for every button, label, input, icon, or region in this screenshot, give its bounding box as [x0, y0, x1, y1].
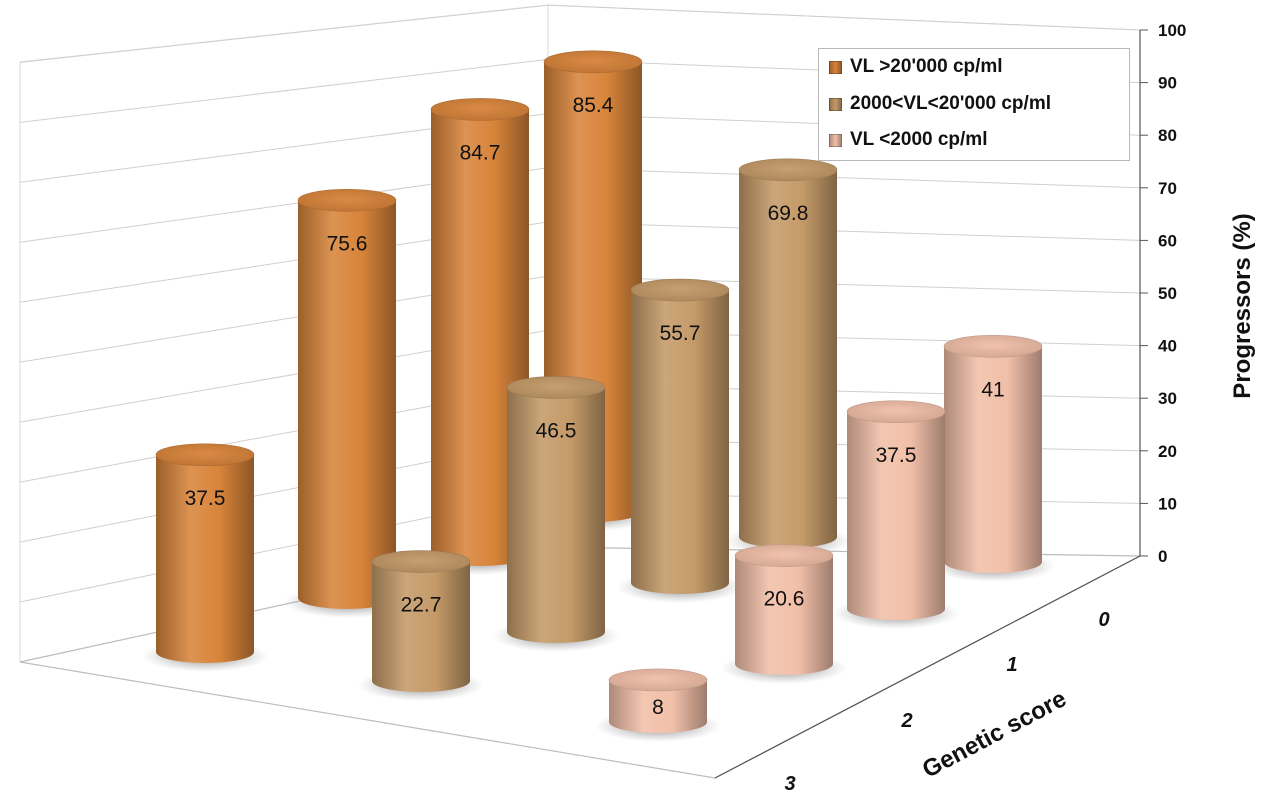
z-axis-label: Progressors (%) [1229, 213, 1256, 398]
bar-body [609, 679, 707, 733]
legend: VL >20'000 cp/ml 2000<VL<20'000 cp/ml VL… [818, 48, 1130, 161]
category-labels: 3 2 1 0 [784, 609, 1109, 795]
z-tick-label: 0 [1158, 547, 1167, 566]
bar-top [734, 544, 834, 567]
bar-cylinder: 46.5 [493, 376, 619, 652]
bar-body [631, 290, 729, 594]
bar-body [847, 411, 945, 620]
z-tick-label: 10 [1158, 494, 1177, 513]
bar-value-label: 37.5 [876, 444, 917, 467]
legend-swatch [829, 97, 842, 111]
bar-top [430, 98, 530, 121]
bar-top [608, 668, 708, 692]
bar-top [630, 278, 730, 302]
bar-value-label: 20.6 [764, 588, 805, 611]
bar-body [156, 454, 254, 663]
bar-cylinder: 8 [595, 668, 721, 742]
x-axis-label: Genetic score [918, 685, 1071, 783]
bar-top [506, 376, 606, 399]
z-tick-label: 60 [1158, 231, 1177, 250]
category-label: 3 [784, 773, 795, 795]
category-label: 0 [1098, 609, 1109, 631]
bar-top [155, 443, 255, 467]
z-tick-label: 90 [1158, 74, 1177, 93]
bar-top [543, 50, 643, 74]
bar-value-label: 22.7 [401, 594, 442, 617]
bar-top [943, 335, 1043, 358]
bar-body [735, 555, 833, 675]
legend-label: VL <2000 cp/ml [850, 129, 988, 150]
category-label: 2 [900, 710, 912, 732]
bar-cylinder: 37.5 [142, 443, 268, 672]
z-tick-label: 40 [1158, 337, 1177, 356]
bar-body [944, 346, 1042, 573]
legend-swatch [829, 60, 842, 74]
bar-cylinder: 20.6 [721, 544, 847, 684]
bar-value-label: 84.7 [460, 141, 501, 164]
bar-cylinder: 69.8 [725, 158, 851, 557]
legend-swatch [829, 133, 842, 147]
z-tick-label: 20 [1158, 442, 1177, 461]
bar-value-label: 85.4 [573, 94, 614, 117]
category-label: 1 [1006, 654, 1017, 676]
bar-top [371, 550, 471, 573]
bar-top [297, 189, 397, 212]
bars: 85.469.884.74155.775.637.546.537.520.622… [142, 50, 1056, 742]
z-axis-ticks: 0 10 20 30 40 50 60 70 80 90 100 [1140, 21, 1186, 566]
z-tick-label: 30 [1158, 389, 1177, 408]
legend-item-vl-mid: 2000<VL<20'000 cp/ml [829, 90, 1051, 118]
bar-cylinder: 41 [930, 335, 1056, 582]
bar-value-label: 37.5 [185, 487, 226, 510]
z-tick-label: 100 [1158, 21, 1186, 40]
bar-cylinder: 55.7 [617, 278, 743, 603]
bar-body [431, 109, 529, 566]
bar-value-label: 55.7 [660, 322, 701, 345]
bar-top [738, 158, 838, 182]
legend-label: VL >20'000 cp/ml [850, 56, 1003, 77]
bar-value-label: 46.5 [536, 419, 577, 442]
bar-cylinder: 22.7 [358, 550, 484, 701]
bar-value-label: 75.6 [327, 232, 368, 255]
bar-top [846, 400, 946, 424]
legend-label: 2000<VL<20'000 cp/ml [850, 93, 1051, 114]
legend-item-vl-low: VL <2000 cp/ml [829, 126, 987, 154]
z-tick-label: 70 [1158, 179, 1177, 198]
bar-value-label: 8 [652, 696, 664, 719]
category-axis-line [714, 555, 1141, 779]
bar-body [739, 169, 837, 549]
gridline [19, 4, 1141, 63]
bar-body [507, 387, 605, 643]
z-tick-label: 50 [1158, 284, 1177, 303]
bar-body [372, 561, 470, 692]
legend-item-vl-high: VL >20'000 cp/ml [829, 53, 1003, 81]
bar-value-label: 41 [981, 378, 1004, 401]
bar-cylinder: 37.5 [833, 400, 959, 629]
bar-body [298, 200, 396, 609]
bar-value-label: 69.8 [768, 202, 809, 225]
z-tick-label: 80 [1158, 126, 1177, 145]
